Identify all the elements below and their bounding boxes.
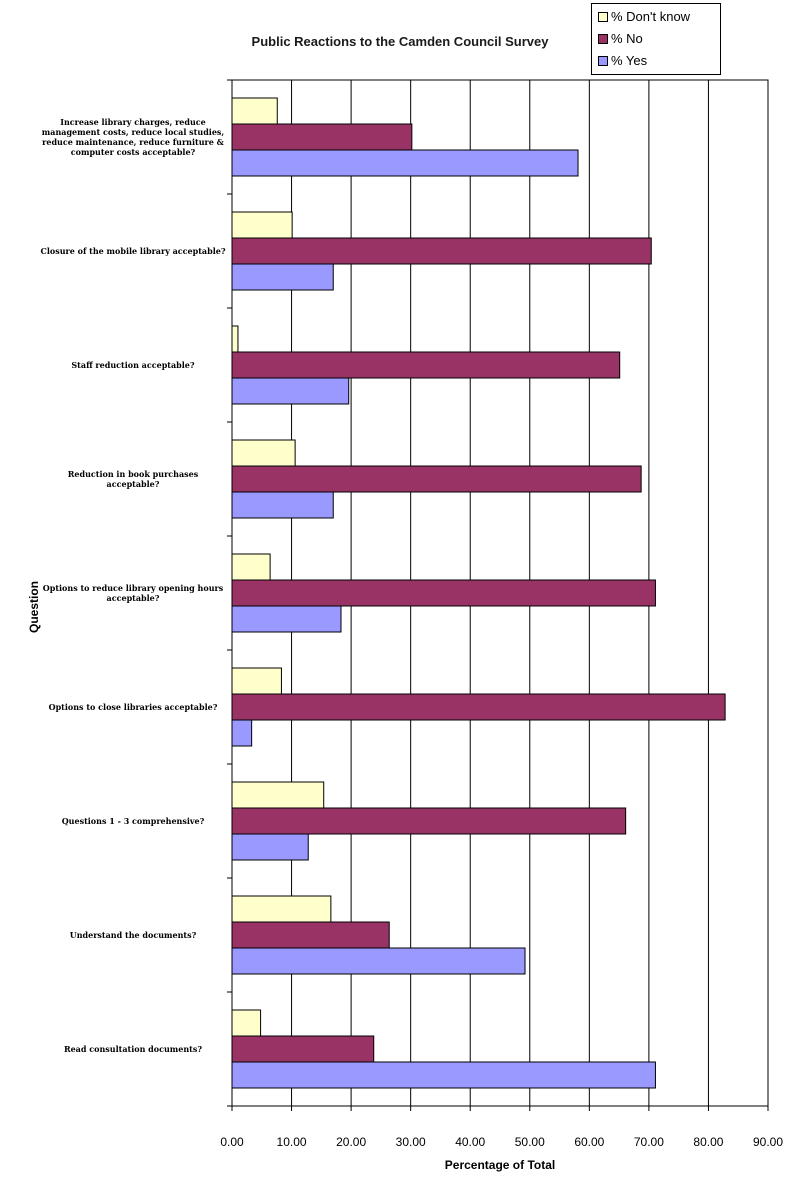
category-label: Options to close libraries acceptable? bbox=[48, 702, 218, 712]
bar-yes bbox=[231, 491, 334, 519]
bar-dont-know bbox=[231, 325, 239, 353]
bar-yes bbox=[231, 263, 334, 291]
x-tick-label: 30.00 bbox=[395, 1135, 426, 1149]
bar-dont-know bbox=[231, 553, 271, 581]
x-tick-label: 50.00 bbox=[514, 1135, 545, 1149]
x-tick-label: 90.00 bbox=[752, 1135, 784, 1149]
bar-yes bbox=[231, 833, 309, 861]
chart-title: Public Reactions to the Camden Council S… bbox=[251, 34, 549, 49]
legend-item-no: % No bbox=[598, 31, 643, 46]
x-tick-label: 0.00 bbox=[220, 1135, 244, 1149]
plot-area bbox=[231, 79, 769, 1107]
bar-yes bbox=[231, 947, 526, 975]
bar-no bbox=[231, 351, 621, 379]
bar-no bbox=[231, 921, 390, 949]
category-label: Closure of the mobile library acceptable… bbox=[40, 246, 226, 256]
legend-item-dont-know: % Don't know bbox=[598, 9, 690, 24]
bar-no bbox=[231, 237, 652, 265]
x-tick-label: 60.00 bbox=[574, 1135, 605, 1149]
category-label: Read consultation documents? bbox=[63, 1044, 203, 1054]
bar-no bbox=[231, 693, 726, 721]
category-label: Options to reduce library opening hours … bbox=[42, 583, 224, 603]
bar-yes bbox=[231, 1061, 656, 1089]
legend-swatch-no bbox=[598, 33, 608, 44]
legend-label-yes: % Yes bbox=[611, 53, 648, 68]
bar-dont-know bbox=[231, 97, 278, 125]
legend-item-yes: % Yes bbox=[598, 53, 647, 68]
x-tick-label: 20.00 bbox=[336, 1135, 367, 1149]
category-label: Staff reduction acceptable? bbox=[71, 360, 195, 370]
x-tick-label: 40.00 bbox=[455, 1135, 486, 1149]
bar-no bbox=[231, 123, 413, 151]
bar-yes bbox=[231, 377, 350, 405]
x-axis-label: Percentage of Total bbox=[444, 1158, 556, 1172]
bar-no bbox=[231, 807, 627, 835]
category-label: Questions 1 - 3 comprehensive? bbox=[61, 816, 205, 826]
x-tick-label: 10.00 bbox=[276, 1135, 307, 1149]
bar-dont-know bbox=[231, 1009, 262, 1037]
category-label: Increase library charges, reduce managem… bbox=[41, 117, 225, 157]
legend-label-no: % No bbox=[611, 31, 643, 46]
x-tick-label: 80.00 bbox=[693, 1135, 724, 1149]
bar-dont-know bbox=[231, 439, 296, 467]
bar-no bbox=[231, 579, 656, 607]
legend-swatch-dont-know bbox=[598, 11, 608, 22]
bar-yes bbox=[231, 605, 342, 633]
bar-dont-know bbox=[231, 895, 332, 923]
category-label: Understand the documents? bbox=[69, 930, 197, 940]
category-label: Reduction in book purchases acceptable? bbox=[67, 469, 199, 489]
bar-dont-know bbox=[231, 781, 325, 809]
bar-no bbox=[231, 465, 642, 493]
bar-no bbox=[231, 1035, 375, 1063]
y-axis-label: Question bbox=[27, 581, 41, 634]
x-tick-label: 70.00 bbox=[633, 1135, 664, 1149]
bar-dont-know bbox=[231, 211, 293, 239]
legend: % Don't know % No % Yes bbox=[591, 3, 721, 75]
bar-yes bbox=[231, 149, 579, 177]
legend-swatch-yes bbox=[598, 55, 608, 66]
bar-dont-know bbox=[231, 667, 282, 695]
legend-label-dont-know: % Don't know bbox=[611, 9, 691, 24]
bar-yes bbox=[231, 719, 253, 747]
